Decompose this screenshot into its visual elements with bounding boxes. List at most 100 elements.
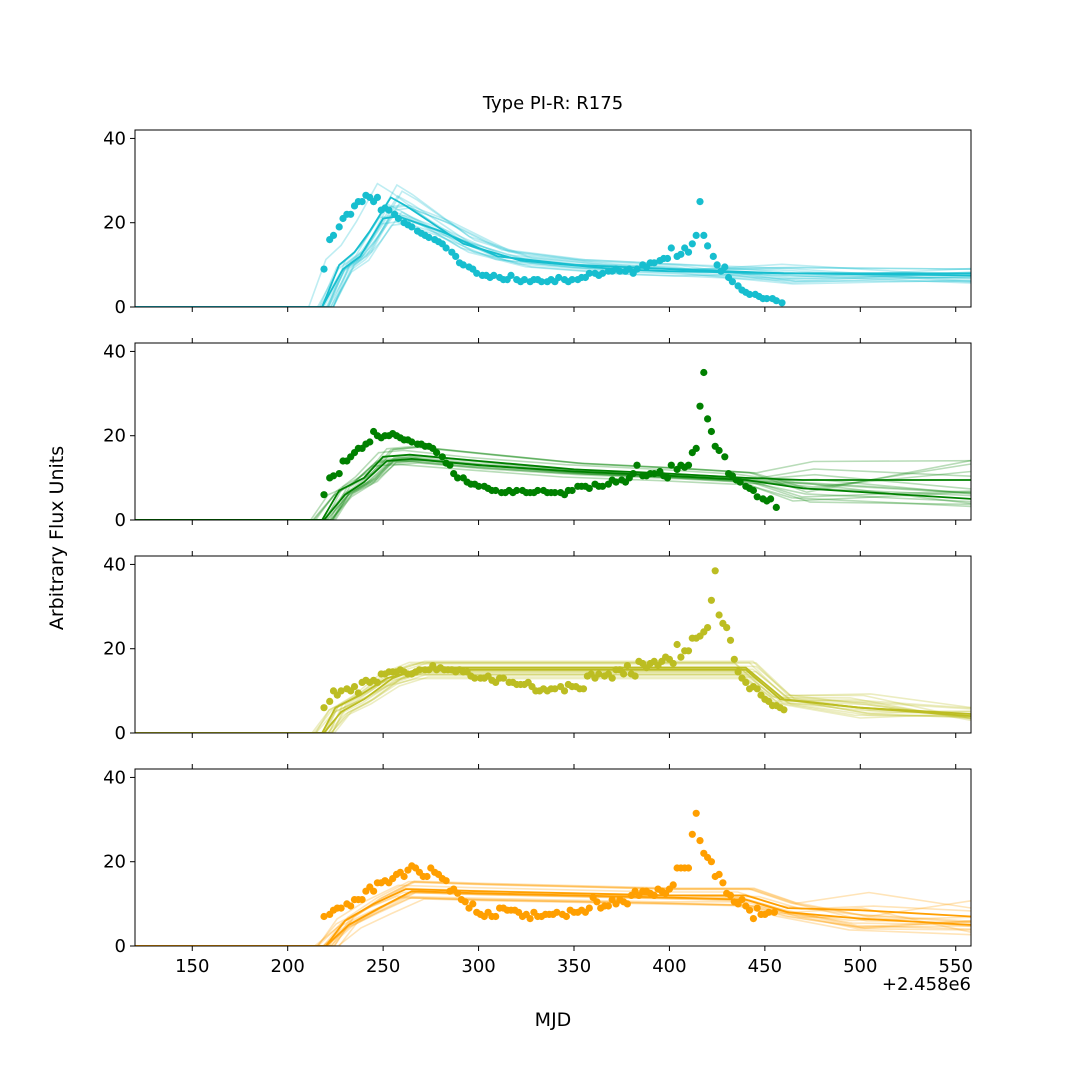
- y-tick-label: 20: [103, 213, 126, 234]
- panel-1-model-ensemble: [135, 182, 971, 307]
- model-line: [135, 672, 971, 733]
- data-point: [767, 495, 775, 503]
- data-point: [677, 250, 685, 258]
- data-point: [366, 438, 374, 446]
- data-point: [551, 489, 559, 497]
- data-point: [329, 472, 338, 480]
- data-point: [746, 906, 754, 914]
- data-point: [673, 640, 681, 649]
- data-point: [423, 872, 431, 881]
- data-point: [438, 453, 446, 461]
- y-tick-label: 0: [115, 936, 126, 957]
- panel-1-data-points: [320, 191, 786, 307]
- data-point: [595, 670, 603, 678]
- model-line: [135, 207, 971, 307]
- data-point: [688, 830, 696, 838]
- data-point: [663, 474, 672, 482]
- data-point: [585, 269, 593, 277]
- data-point: [780, 706, 788, 714]
- data-point: [726, 891, 735, 900]
- data-point: [492, 912, 500, 921]
- data-point: [715, 611, 723, 619]
- data-point: [454, 889, 462, 897]
- data-point: [585, 904, 593, 912]
- data-point: [620, 670, 628, 678]
- data-point: [612, 478, 620, 486]
- model-line: [135, 194, 971, 307]
- panel-1: 0 20 40: [103, 128, 972, 343]
- data-point: [765, 908, 773, 916]
- data-point: [320, 704, 328, 712]
- model-line-main: [135, 196, 971, 307]
- data-point: [692, 231, 700, 239]
- data-point: [320, 491, 328, 499]
- data-point: [633, 265, 641, 273]
- data-point: [562, 912, 571, 921]
- data-point: [770, 908, 779, 916]
- data-point: [553, 908, 561, 916]
- data-point: [475, 482, 483, 490]
- data-point: [370, 887, 378, 895]
- chart-title: Type PI-R: R175: [482, 93, 623, 114]
- data-point: [568, 276, 576, 284]
- data-point: [669, 659, 677, 668]
- data-point: [696, 402, 704, 410]
- data-point: [358, 198, 366, 206]
- model-line-main: [135, 888, 971, 946]
- data-point: [684, 248, 693, 256]
- data-point: [454, 474, 462, 482]
- data-point: [623, 900, 632, 908]
- data-point: [499, 674, 507, 682]
- data-point: [688, 240, 696, 248]
- data-point: [749, 915, 758, 923]
- data-point: [490, 271, 498, 279]
- data-point: [709, 252, 717, 260]
- data-point: [335, 470, 343, 478]
- data-point: [728, 278, 737, 286]
- data-point: [738, 896, 746, 904]
- data-point: [326, 697, 334, 706]
- data-point: [555, 273, 563, 282]
- model-line: [135, 676, 971, 733]
- data-point: [585, 484, 593, 492]
- data-point: [667, 461, 675, 469]
- data-point: [650, 259, 658, 267]
- panel-2-data-points: [320, 368, 780, 511]
- data-point: [461, 898, 469, 906]
- model-line: [135, 891, 971, 946]
- y-tick-label: 40: [103, 341, 126, 362]
- data-point: [492, 486, 500, 495]
- y-tick-label: 0: [115, 297, 126, 318]
- data-point: [734, 668, 742, 676]
- data-point: [700, 368, 708, 377]
- model-line: [135, 183, 971, 307]
- data-point: [599, 482, 607, 490]
- data-point: [347, 210, 355, 218]
- x-tick-label: 450: [748, 956, 782, 977]
- model-line-mean: [135, 666, 971, 733]
- data-point: [684, 647, 693, 655]
- data-point: [400, 872, 408, 881]
- model-line: [135, 881, 971, 946]
- panel-3-model-ensemble: [135, 660, 971, 733]
- data-point: [713, 261, 721, 269]
- data-point: [329, 231, 338, 239]
- data-point: [631, 672, 639, 680]
- data-point: [723, 624, 731, 632]
- data-point: [700, 231, 708, 239]
- model-line: [135, 222, 971, 307]
- panel-frame: [134, 768, 972, 947]
- data-point: [696, 837, 704, 845]
- data-point: [749, 486, 758, 495]
- model-line: [135, 891, 971, 946]
- data-point: [337, 687, 345, 695]
- x-axis-label: MJD: [535, 1009, 572, 1031]
- data-point: [726, 636, 735, 644]
- model-line: [135, 661, 971, 733]
- data-point: [650, 470, 658, 478]
- data-point: [616, 267, 624, 275]
- model-line: [135, 182, 971, 307]
- data-point: [408, 438, 416, 446]
